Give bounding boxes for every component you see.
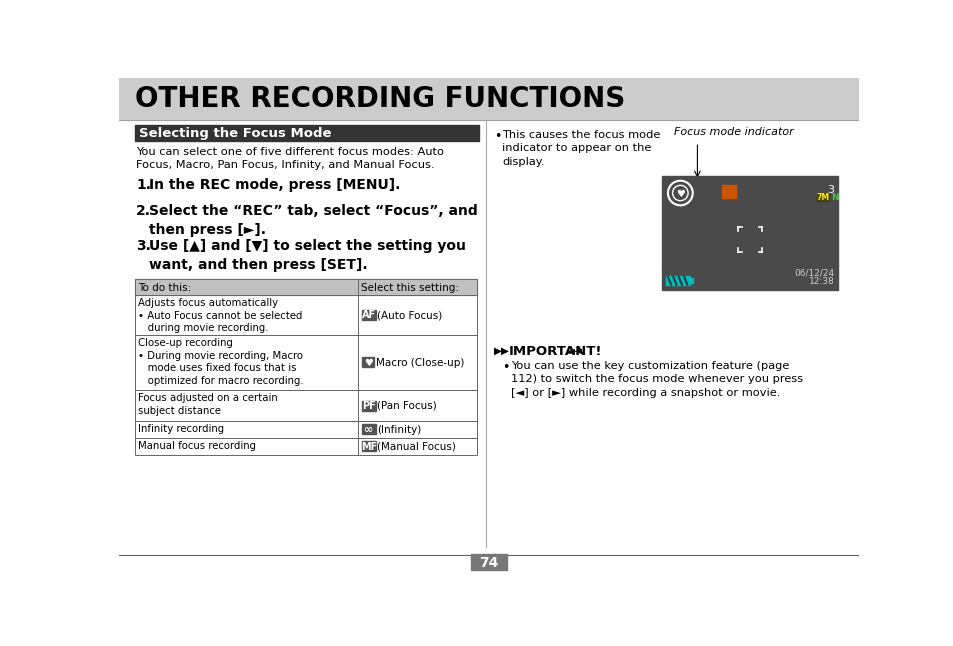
Text: •: • — [501, 361, 509, 374]
Text: 2.: 2. — [136, 203, 152, 218]
Bar — [134, 421, 476, 438]
Text: PF: PF — [361, 401, 375, 411]
Text: 7M: 7M — [816, 193, 829, 202]
Text: You can select one of five different focus modes: Auto
Focus, Macro, Pan Focus, : You can select one of five different foc… — [136, 147, 444, 171]
Text: Selecting the Focus Mode: Selecting the Focus Mode — [139, 127, 332, 140]
Text: Use [▲] and [▼] to select the setting you
want, and then press [SET].: Use [▲] and [▼] to select the setting yo… — [149, 239, 465, 272]
Bar — [816, 193, 828, 201]
Bar — [134, 279, 476, 295]
Bar — [361, 357, 374, 368]
Text: Adjusts focus automatically
• Auto Focus cannot be selected
   during movie reco: Adjusts focus automatically • Auto Focus… — [137, 298, 302, 333]
Bar — [690, 278, 692, 283]
Text: OTHER RECORDING FUNCTIONS: OTHER RECORDING FUNCTIONS — [134, 85, 624, 114]
Text: You can use the key customization feature (page
112) to switch the focus mode wh: You can use the key customization featur… — [511, 361, 802, 398]
Text: AF: AF — [361, 310, 375, 320]
Text: (Auto Focus): (Auto Focus) — [377, 310, 442, 320]
Bar — [134, 125, 478, 141]
Text: 06/12/24: 06/12/24 — [794, 269, 834, 278]
Bar — [361, 401, 375, 411]
Text: Focus mode indicator: Focus mode indicator — [674, 127, 793, 137]
Bar — [661, 176, 838, 290]
Bar — [134, 335, 476, 390]
Text: N: N — [830, 193, 838, 202]
Bar — [361, 441, 375, 452]
Text: Select the “REC” tab, select “Focus”, and
then press [►].: Select the “REC” tab, select “Focus”, an… — [149, 203, 476, 236]
Text: ◄◄: ◄◄ — [567, 346, 582, 355]
Text: In the REC mode, press [MENU].: In the REC mode, press [MENU]. — [149, 178, 399, 192]
Text: •: • — [494, 130, 501, 143]
Bar — [721, 185, 736, 198]
Text: Infinity recording: Infinity recording — [137, 424, 224, 434]
Text: ∞: ∞ — [364, 425, 373, 435]
Bar — [134, 390, 476, 421]
Bar — [471, 554, 506, 570]
Bar — [134, 438, 476, 455]
Text: (Manual Focus): (Manual Focus) — [377, 442, 456, 452]
Text: Manual focus recording: Manual focus recording — [137, 441, 255, 451]
Text: 74: 74 — [478, 556, 498, 570]
Text: 12:38: 12:38 — [808, 277, 834, 286]
Text: 1.: 1. — [136, 178, 152, 192]
Bar — [665, 276, 690, 286]
Bar — [361, 424, 375, 434]
Text: To do this:: To do this: — [137, 283, 191, 293]
Bar — [134, 295, 476, 335]
Text: Close-up recording
• During movie recording, Macro
   mode uses fixed focus that: Close-up recording • During movie record… — [137, 338, 303, 386]
Text: ♥: ♥ — [676, 189, 684, 199]
Text: (Infinity): (Infinity) — [377, 425, 421, 435]
Text: ♥: ♥ — [363, 358, 372, 368]
Text: Macro (Close-up): Macro (Close-up) — [375, 358, 464, 368]
Bar — [119, 78, 858, 120]
Text: Select this setting:: Select this setting: — [360, 283, 458, 293]
Text: ▶▶: ▶▶ — [494, 346, 510, 355]
Text: 3.: 3. — [136, 239, 151, 253]
Bar — [361, 309, 375, 320]
Bar — [134, 279, 476, 295]
Text: Focus adjusted on a certain
subject distance: Focus adjusted on a certain subject dist… — [137, 393, 277, 416]
Text: 3: 3 — [826, 185, 834, 194]
Text: IMPORTANT!: IMPORTANT! — [508, 346, 601, 359]
Text: (Pan Focus): (Pan Focus) — [377, 401, 436, 411]
Text: This causes the focus mode
indicator to appear on the
display.: This causes the focus mode indicator to … — [501, 130, 659, 167]
Text: MF: MF — [360, 442, 376, 452]
